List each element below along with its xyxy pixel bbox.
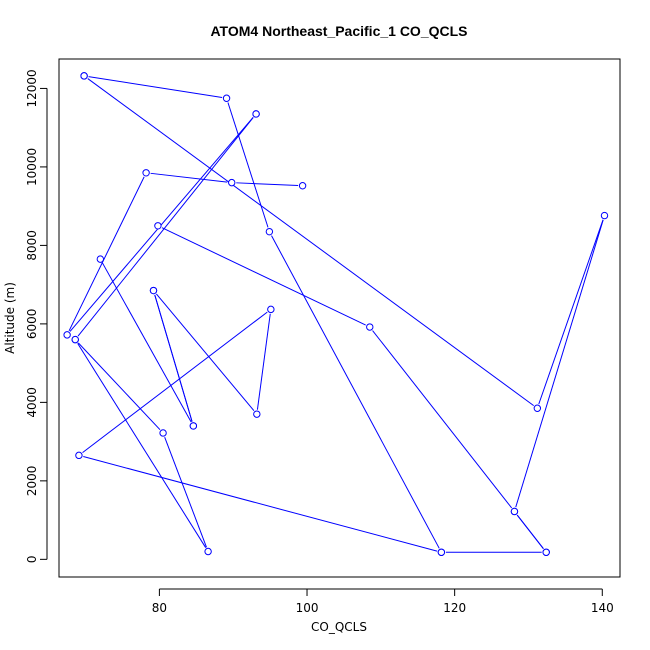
data-point xyxy=(75,451,83,460)
y-tick-label: 6000 xyxy=(25,309,39,340)
data-point xyxy=(298,182,307,190)
series-segment xyxy=(372,330,513,509)
data-point xyxy=(267,305,275,314)
data-point xyxy=(265,227,274,236)
y-tick-label: 4000 xyxy=(25,387,39,418)
data-point xyxy=(96,255,105,263)
series-segment xyxy=(87,78,534,406)
plot-area xyxy=(63,72,609,556)
plot-frame xyxy=(58,58,621,578)
data-point xyxy=(149,286,158,295)
y-tick-label: 10000 xyxy=(25,148,39,186)
data-point xyxy=(142,169,150,177)
x-tick-label: 140 xyxy=(591,601,614,615)
data-point xyxy=(228,178,236,187)
data-point xyxy=(154,222,162,230)
data-point xyxy=(510,507,519,516)
series-segment xyxy=(88,76,223,99)
data-point xyxy=(252,110,260,118)
y-axis: 0 2000 4000 6000 8000 10000 12000 xyxy=(25,69,48,564)
data-point xyxy=(437,548,446,556)
x-axis: 80 100 120 140 xyxy=(152,588,614,615)
series-segment xyxy=(82,311,268,454)
y-tick-label: 0 xyxy=(25,556,39,564)
data-point xyxy=(600,211,609,220)
y-tick-label: 2000 xyxy=(25,466,39,497)
chart-title: ATOM4 Northeast_Pacific_1 CO_QCLS xyxy=(210,23,467,39)
data-point xyxy=(222,94,231,102)
data-point xyxy=(533,404,542,412)
data-point xyxy=(159,429,167,437)
series-segment xyxy=(83,456,438,552)
series-segment xyxy=(515,219,604,508)
y-tick-label: 8000 xyxy=(25,230,39,261)
series-segment xyxy=(150,172,228,183)
series-segment xyxy=(271,235,440,549)
x-axis-label: CO_QCLS xyxy=(311,620,367,634)
y-axis-label: Altitude (m) xyxy=(3,282,17,354)
x-tick-label: 100 xyxy=(296,601,319,615)
data-point xyxy=(366,323,374,331)
data-point xyxy=(71,335,79,344)
data-point xyxy=(80,72,88,80)
series-segment xyxy=(77,342,161,431)
x-tick-label: 80 xyxy=(152,601,167,615)
series-segment xyxy=(77,117,254,337)
series-segment xyxy=(102,262,192,423)
series-segment xyxy=(77,343,207,548)
series-segment xyxy=(161,227,366,326)
series-segment xyxy=(227,102,269,228)
data-point xyxy=(63,331,71,339)
x-tick-label: 120 xyxy=(443,601,466,615)
series-segment xyxy=(538,219,604,405)
data-point xyxy=(189,422,198,430)
series-segment xyxy=(69,117,254,332)
series-segment xyxy=(68,176,145,332)
data-point xyxy=(542,548,550,556)
series-segment xyxy=(256,313,271,410)
series-segment xyxy=(154,294,193,422)
series-segment xyxy=(516,514,544,550)
series-segment xyxy=(164,437,207,548)
y-tick-label: 12000 xyxy=(25,69,39,107)
series-segment xyxy=(155,293,255,412)
series-segment xyxy=(236,182,299,187)
data-point xyxy=(204,547,212,556)
data-point xyxy=(253,410,261,418)
